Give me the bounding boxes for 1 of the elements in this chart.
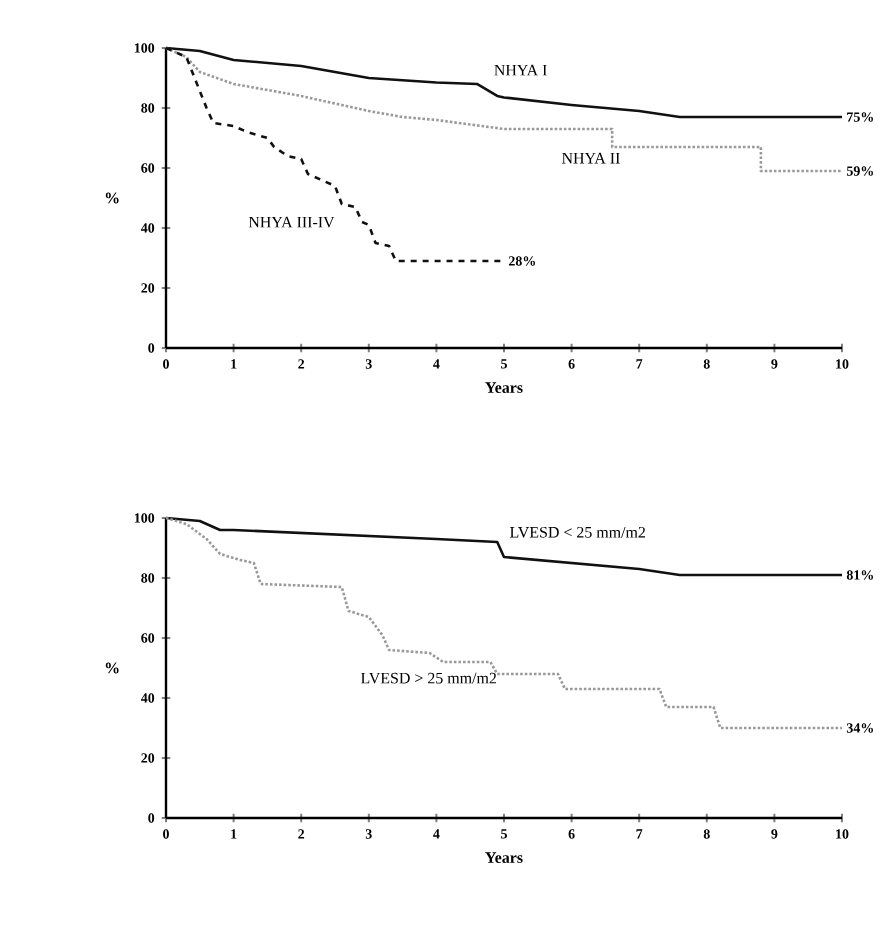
line-series bbox=[164, 516, 844, 730]
